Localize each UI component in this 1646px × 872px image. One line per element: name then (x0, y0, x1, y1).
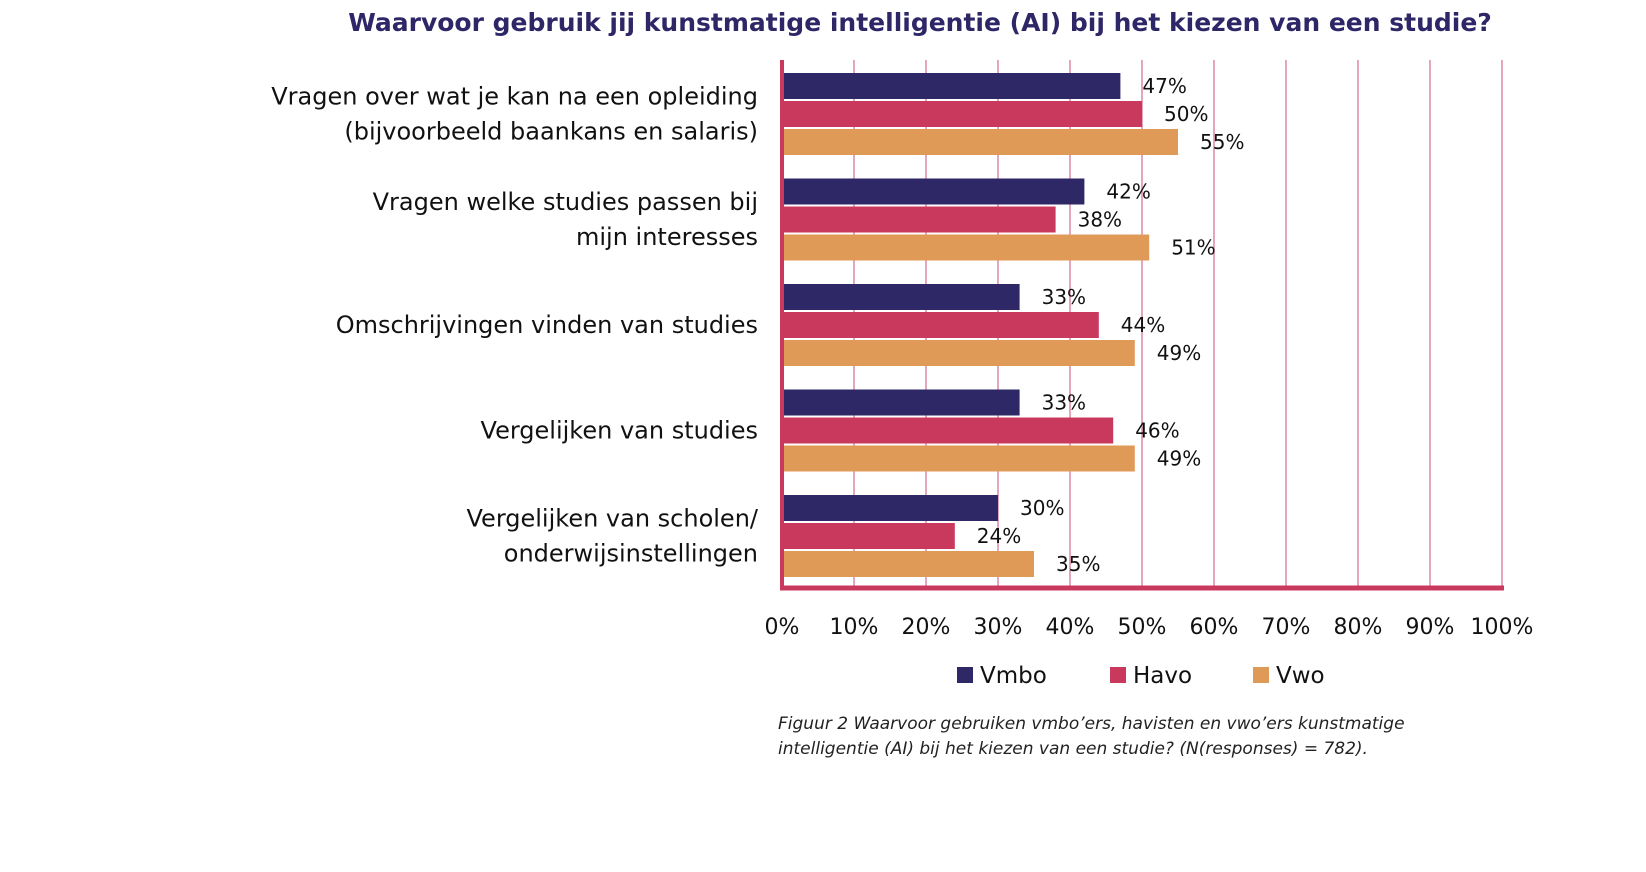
figure-caption: Figuur 2 Waarvoor gebruiken vmbo’ers, ha… (778, 714, 1405, 759)
category-label: Omschrijvingen vinden van studies (336, 311, 758, 339)
x-tick-label: 70% (1262, 615, 1311, 640)
x-tick-label: 80% (1334, 615, 1383, 640)
bar-havo (782, 206, 1056, 233)
data-label: 24% (977, 524, 1021, 548)
data-label: 46% (1135, 419, 1179, 443)
category-label: Vergelijken van scholen/onderwijsinstell… (467, 505, 759, 568)
data-label: 44% (1121, 313, 1165, 337)
bar-vmbo (782, 178, 1085, 205)
bar-vmbo (782, 284, 1020, 310)
bar-vwo (782, 445, 1135, 472)
data-label: 49% (1157, 447, 1201, 471)
bar-havo (782, 312, 1099, 338)
data-label: 55% (1200, 130, 1244, 154)
data-label: 30% (1020, 496, 1064, 520)
legend-swatch-vmbo (957, 667, 973, 683)
x-tick-label: 20% (902, 615, 951, 640)
data-label: 38% (1078, 208, 1122, 232)
legend-label-vwo: Vwo (1276, 663, 1325, 689)
category-label: Vragen over wat je kan na een opleiding(… (271, 83, 758, 146)
category-labels: Vragen over wat je kan na een opleiding(… (271, 83, 759, 568)
x-tick-label: 40% (1046, 615, 1095, 640)
x-tick-label: 0% (765, 615, 800, 640)
data-label: 49% (1157, 341, 1201, 365)
x-tick-label: 10% (830, 615, 879, 640)
axes (780, 60, 1504, 591)
x-tick-label: 30% (974, 615, 1023, 640)
bar-vwo (782, 129, 1178, 155)
bar-vwo (782, 340, 1135, 366)
data-labels: 47% 50% 55% 42% 38% 51% 33% 44% 49% 33% 46% 49% 30% 2… (977, 74, 1245, 576)
legend-label-havo: Havo (1133, 663, 1192, 689)
data-label: 51% (1171, 236, 1215, 260)
bar-vmbo (782, 73, 1121, 99)
legend-swatch-havo (1110, 667, 1126, 683)
data-label: 42% (1106, 180, 1150, 204)
legend-label-vmbo: Vmbo (980, 663, 1047, 689)
bar-havo (782, 523, 955, 549)
data-label: 33% (1042, 391, 1086, 415)
x-tick-label: 50% (1118, 615, 1167, 640)
bar-vwo (782, 234, 1150, 261)
x-tick-label: 100% (1471, 615, 1534, 640)
bar-vwo (782, 551, 1034, 577)
data-label: 47% (1142, 74, 1186, 98)
x-tick-label: 90% (1406, 615, 1455, 640)
legend: Vmbo Havo Vwo (957, 663, 1325, 689)
category-label: Vergelijken van studies (481, 417, 758, 445)
data-label: 33% (1042, 285, 1086, 309)
category-label: Vragen welke studies passen bij mijn inte… (373, 188, 758, 251)
bar-havo (782, 101, 1142, 127)
x-tick-labels: 0% 10% 20% 30% 40% 50% 60% 70% 80% 90% 100% (765, 615, 1534, 640)
bar-vmbo (782, 389, 1020, 416)
x-tick-label: 60% (1190, 615, 1239, 640)
data-label: 50% (1164, 102, 1208, 126)
legend-swatch-vwo (1253, 667, 1269, 683)
bar-havo (782, 417, 1114, 444)
chart-title: Waarvoor gebruik jij kunstmatige intelli… (348, 8, 1492, 37)
data-label: 35% (1056, 552, 1100, 576)
bars (782, 73, 1178, 577)
bar-vmbo (782, 495, 998, 521)
